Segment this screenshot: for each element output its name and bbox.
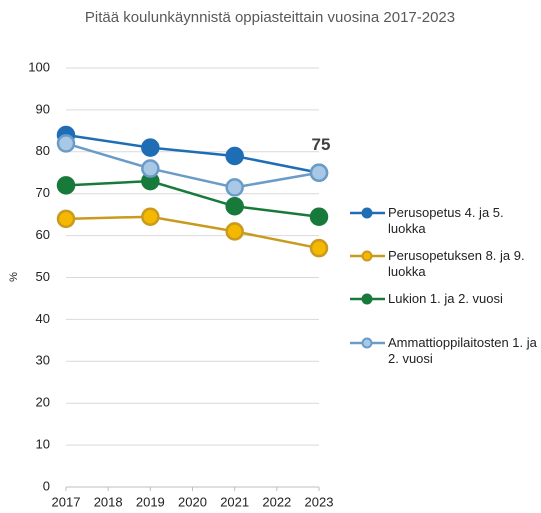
- y-tick-label: 80: [36, 143, 50, 158]
- marker: [56, 209, 76, 229]
- marker: [141, 159, 160, 178]
- marker: [309, 238, 329, 258]
- data-label: 75: [312, 135, 331, 154]
- x-tick-label: 2023: [305, 494, 334, 509]
- marker: [225, 178, 244, 197]
- y-tick-label: 20: [36, 395, 50, 410]
- y-tick-label: 10: [36, 437, 50, 452]
- marker: [225, 146, 244, 166]
- legend-marker: [361, 250, 373, 262]
- y-tick-label: 90: [36, 101, 50, 116]
- y-tick-label: 50: [36, 269, 50, 284]
- y-tick-label: 60: [36, 227, 50, 242]
- marker: [141, 207, 160, 226]
- marker: [309, 163, 329, 182]
- x-tick-label: 2020: [178, 494, 207, 509]
- marker: [56, 176, 76, 195]
- legend-marker: [361, 207, 373, 219]
- series-line: [65, 133, 320, 174]
- x-tick-label: 2017: [52, 494, 81, 509]
- y-tick-label: 40: [36, 311, 50, 326]
- x-tick-label: 2019: [136, 494, 165, 509]
- marker: [141, 138, 160, 157]
- legend-label: Ammattioppilaitosten 1. ja 2. vuosi: [388, 335, 537, 366]
- y-tick-label: 30: [36, 353, 50, 368]
- chart-title: Pitää koulunkäynnistä oppiasteittain vuo…: [84, 9, 456, 26]
- marker: [56, 134, 76, 153]
- x-tick-label: 2022: [262, 494, 291, 509]
- series-line: [65, 215, 320, 250]
- x-tick-label: 2018: [94, 494, 123, 509]
- y-tick-label: 100: [28, 59, 50, 74]
- marker: [225, 197, 244, 216]
- y-axis-label: %: [8, 272, 20, 282]
- x-tick-label: 2021: [220, 494, 249, 509]
- legend-label: Perusopetuksen 8. ja 9. luokka: [388, 248, 525, 279]
- legend-marker: [361, 337, 373, 349]
- legend-label: Perusopetus 4. ja 5. luokka: [388, 205, 504, 236]
- legend-marker: [361, 293, 373, 305]
- y-tick-label: 70: [36, 185, 50, 200]
- legend-label: Lukion 1. ja 2. vuosi: [388, 291, 503, 306]
- series-line: [65, 142, 320, 189]
- marker: [225, 222, 244, 241]
- marker: [309, 207, 329, 226]
- series-line: [65, 179, 320, 218]
- y-tick-label: 0: [43, 478, 50, 493]
